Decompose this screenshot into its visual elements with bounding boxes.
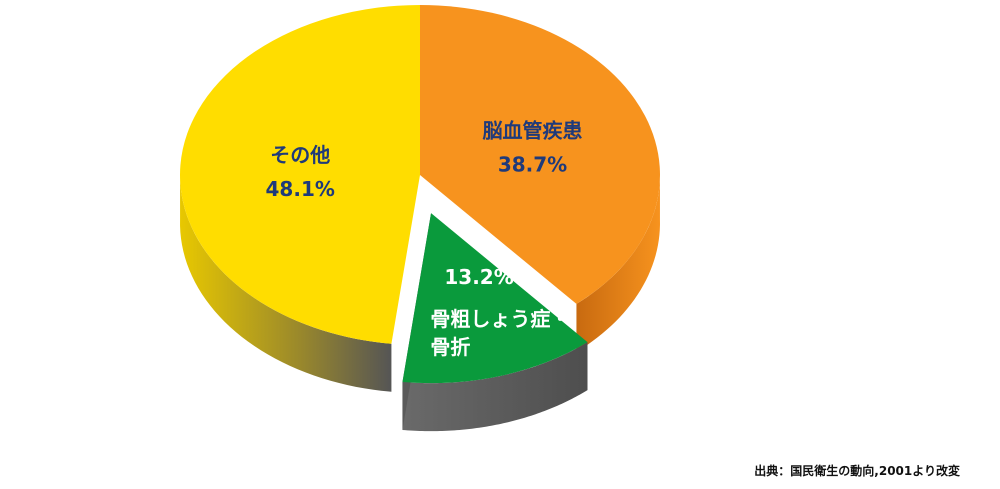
- pie-side-1: [576, 171, 660, 352]
- slice-name-label-2: 骨粗しょう症・骨折: [430, 307, 570, 359]
- pie-slice-1: [420, 5, 661, 304]
- pie-slice-3: [180, 5, 420, 344]
- pie-slice-2: [402, 213, 588, 384]
- slice-percent-label-1: 38.7%: [498, 152, 567, 176]
- source-note: 出典：国民衛生の動向,2001より改変: [754, 464, 960, 478]
- slice-name-label-1: 脳血管疾患: [482, 118, 583, 142]
- slice-percent-label-3: 48.1%: [266, 177, 335, 201]
- pie-side-2: [402, 342, 588, 432]
- slice-name-label-3: その他: [270, 143, 330, 167]
- slice-percent-label-2: 13.2%: [444, 265, 513, 289]
- pie-side-3: [180, 171, 392, 392]
